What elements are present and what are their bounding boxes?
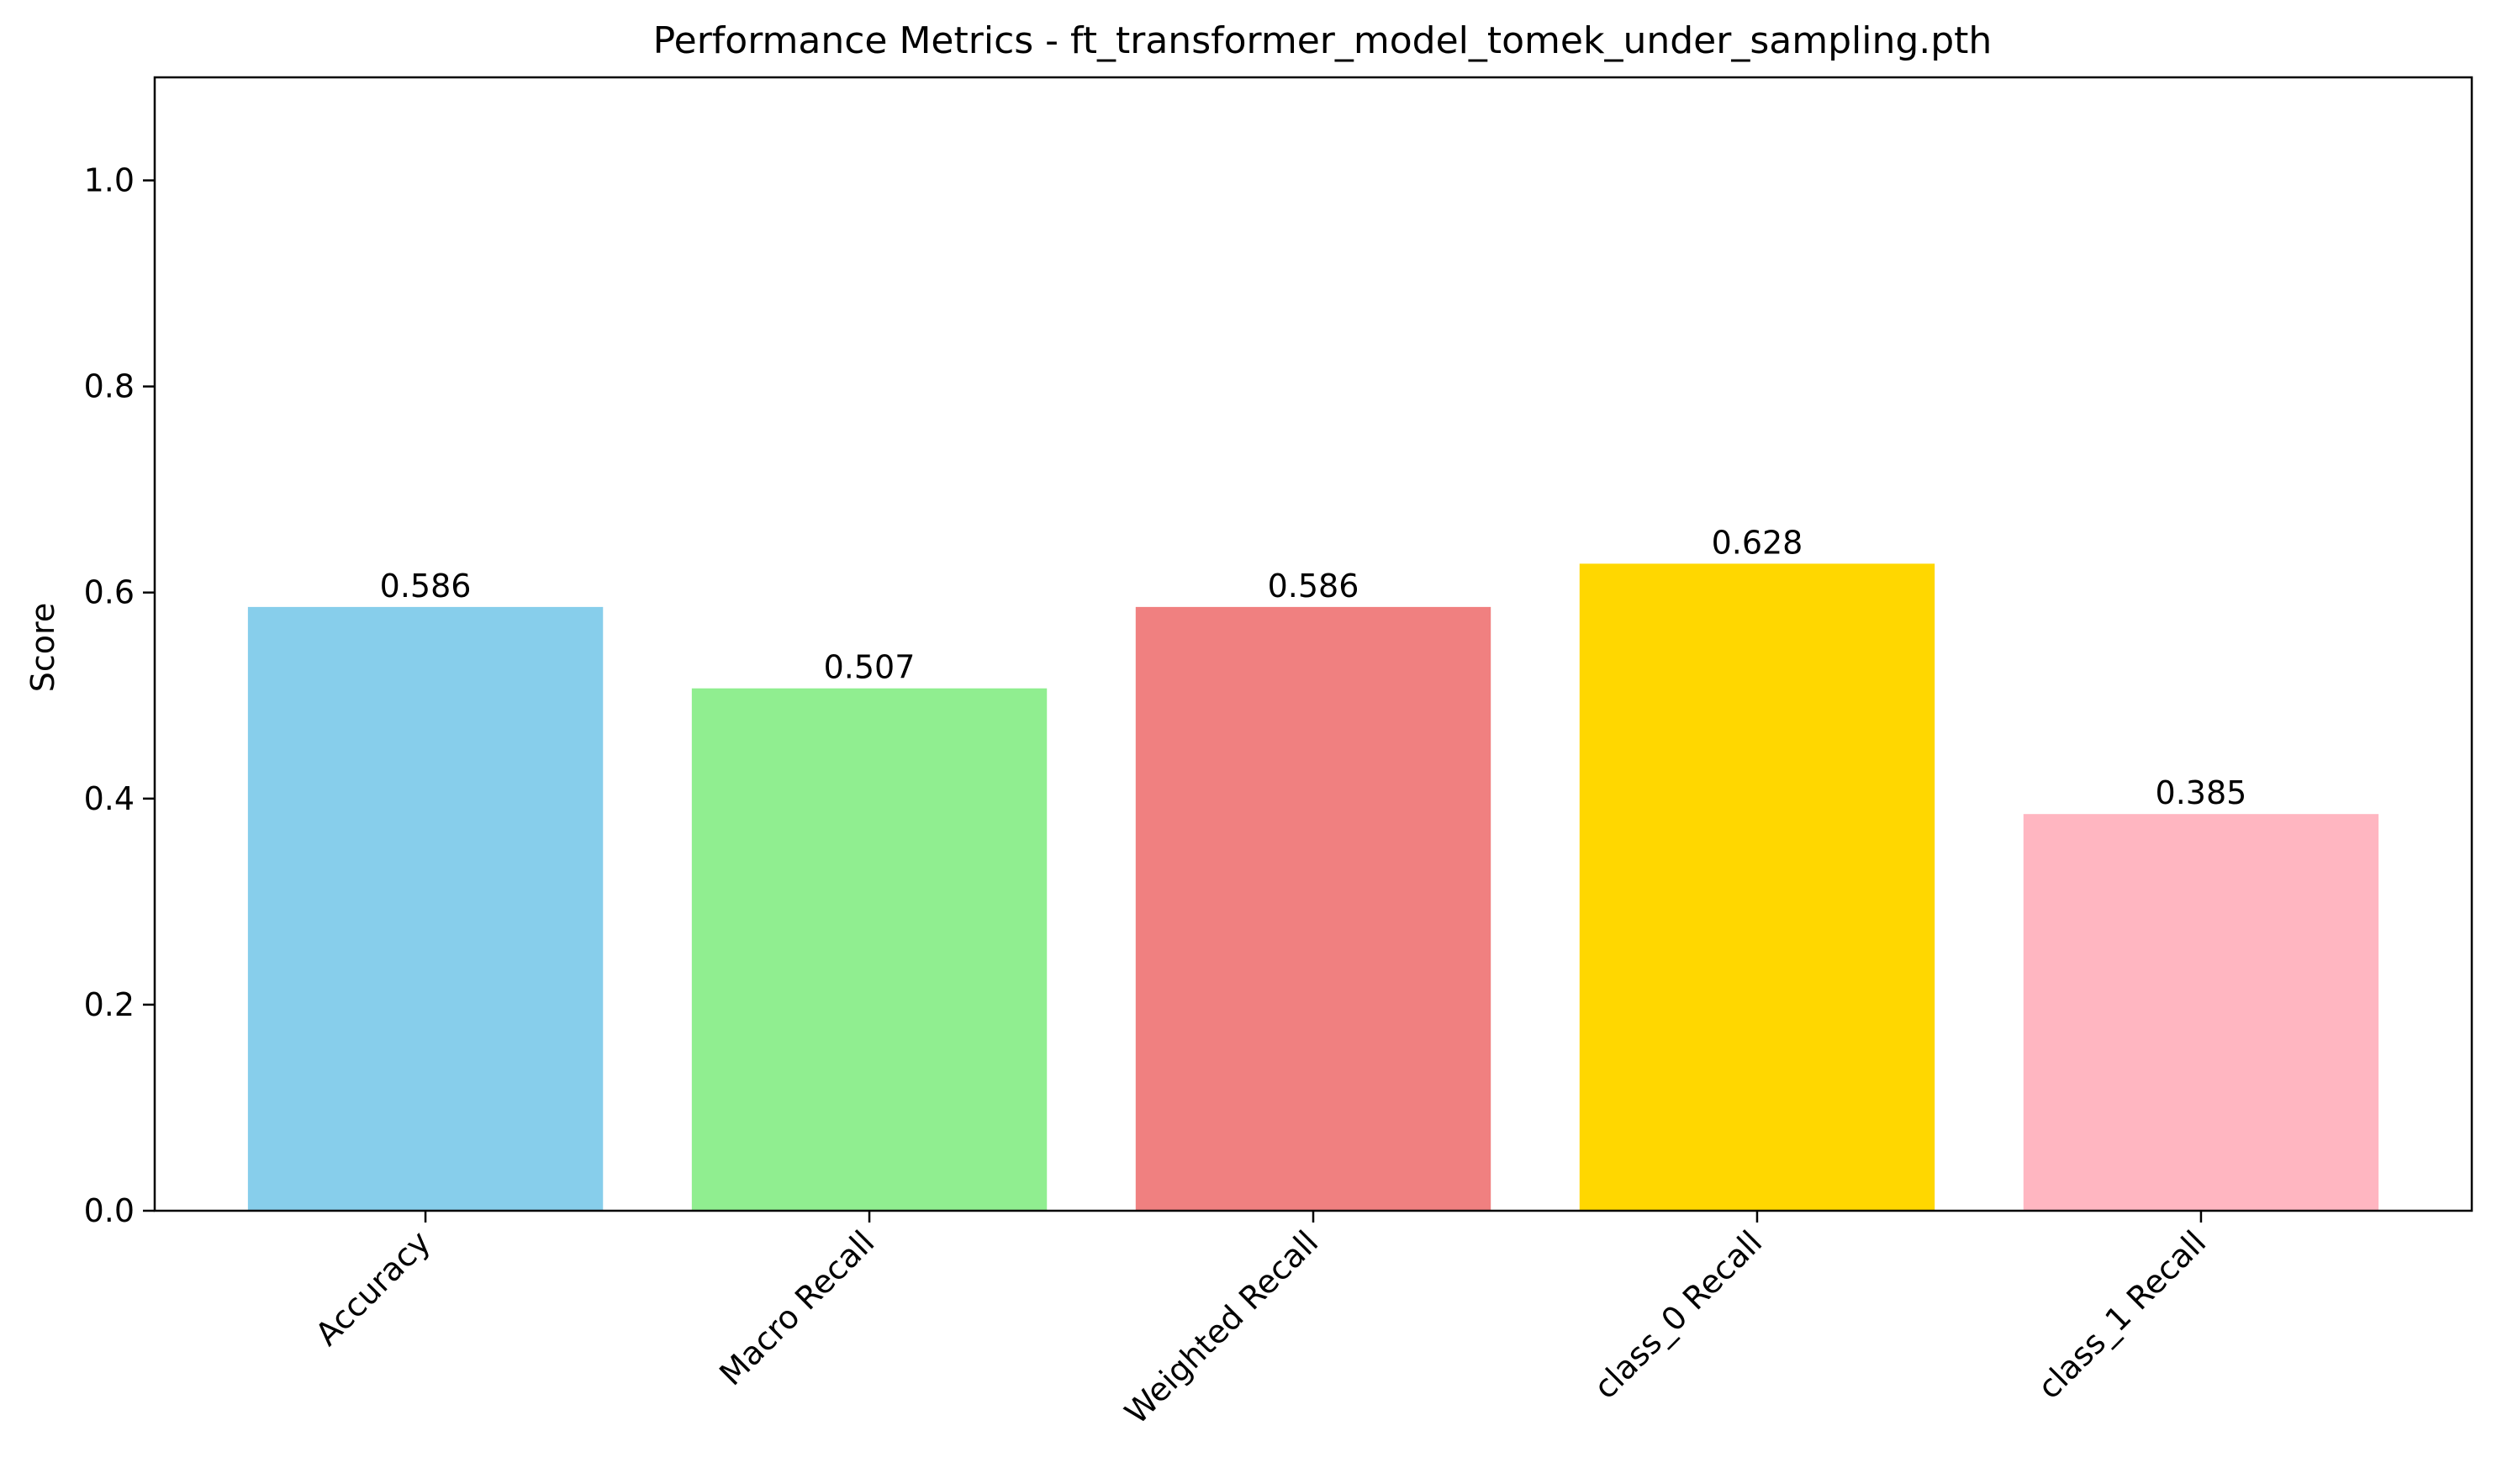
y-tick-label: 0.0 bbox=[84, 1192, 135, 1229]
y-axis-ticks: 0.0 0.2 0.4 0.6 0.8 1.0 bbox=[84, 162, 155, 1229]
bar-macro-recall bbox=[691, 688, 1048, 1211]
y-tick-label: 0.2 bbox=[84, 986, 135, 1023]
bar-class-1-recall bbox=[2023, 814, 2379, 1211]
value-label: 0.507 bbox=[824, 649, 916, 686]
chart-title: Performance Metrics - ft_transformer_mod… bbox=[653, 19, 1993, 62]
value-label: 0.586 bbox=[380, 568, 472, 605]
bar-accuracy bbox=[247, 606, 604, 1211]
plot-frame bbox=[153, 76, 2473, 1212]
bar-class-0-recall bbox=[1579, 563, 1935, 1211]
value-label: 0.628 bbox=[1712, 524, 1803, 561]
y-axis-label: Score bbox=[24, 603, 61, 692]
value-label: 0.586 bbox=[1268, 568, 1359, 605]
y-tick-label: 0.6 bbox=[84, 574, 135, 611]
value-labels: 0.586 0.507 0.586 0.628 0.385 bbox=[380, 524, 2247, 811]
value-label: 0.385 bbox=[2156, 774, 2247, 811]
y-tick-label: 1.0 bbox=[84, 162, 135, 199]
bar-weighted-recall bbox=[1135, 606, 1491, 1211]
y-tick-label: 0.4 bbox=[84, 780, 135, 817]
bars bbox=[247, 563, 2379, 1211]
y-tick-label: 0.8 bbox=[84, 368, 135, 405]
